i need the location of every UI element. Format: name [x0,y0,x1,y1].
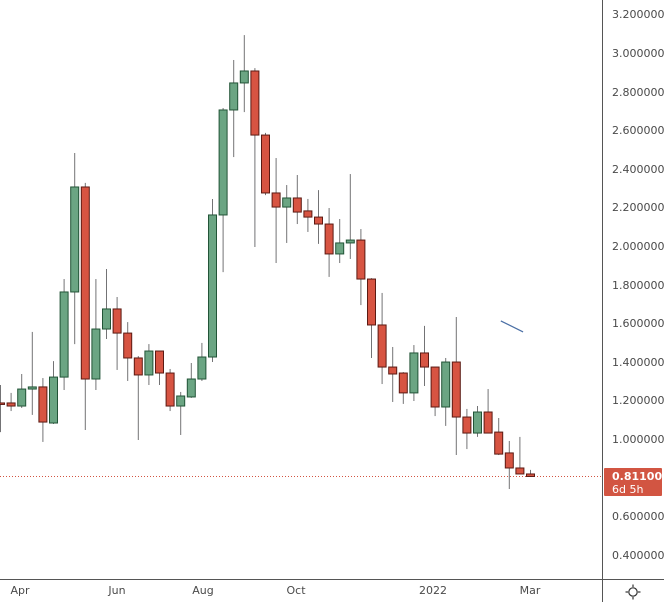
candle-up[interactable] [91,328,101,380]
candle-down[interactable] [420,352,429,368]
candle-up[interactable] [17,388,27,407]
last-price-value: 0.811000 [612,470,664,483]
time-tick-label: 2022 [419,584,447,597]
price-tick-label: 2.200000 [612,201,664,215]
price-tick-label: 1.000000 [612,433,664,446]
price-tick-label: 2.000000 [612,240,664,253]
candle-down[interactable] [504,452,514,469]
price-tick-label: 0.600000 [612,510,664,524]
candle-up[interactable] [144,350,154,376]
candle-up[interactable] [335,242,345,255]
time-tick-label: Oct [286,584,306,597]
candle-down[interactable] [324,223,334,255]
time-tick-label: Apr [10,584,30,597]
candle-down[interactable] [451,361,461,418]
candle-down[interactable] [462,416,472,434]
candle-down[interactable] [483,411,493,434]
candle-down[interactable] [292,197,302,213]
candle-down[interactable] [165,372,175,407]
candle-up[interactable] [59,291,69,378]
candle-down[interactable] [398,372,408,394]
bar-countdown: 6d 5h [612,483,644,496]
candle-up[interactable] [239,70,249,84]
candle-up[interactable] [218,109,228,216]
candle-down[interactable] [303,210,313,218]
candle-up[interactable] [186,378,196,398]
price-tick-label: 2.400000 [612,162,664,176]
candle-down[interactable] [112,308,122,334]
candle-up[interactable] [282,197,292,208]
candle-up[interactable] [441,361,451,408]
candle-down[interactable] [38,386,48,423]
candle-up[interactable] [345,239,355,244]
candle-down[interactable] [388,366,398,375]
candle-up[interactable] [208,214,217,358]
price-tick-label: 0.400000 [612,548,664,562]
candle-down[interactable] [515,467,525,475]
price-tick-label: 1.800000 [612,278,664,292]
price-tick-label: 3.200000 [612,8,664,22]
candle-down[interactable] [494,431,504,455]
candle-up[interactable] [229,82,239,111]
price-tick-label: 2.800000 [612,85,664,99]
chart-settings-button[interactable] [624,583,642,601]
candle-down[interactable] [430,366,440,408]
time-tick-label: Aug [192,584,214,597]
price-tick-label: 1.600000 [612,317,664,331]
time-tick-label: Mar [519,584,541,597]
candle-down[interactable] [356,239,366,280]
candle-up[interactable] [197,356,207,380]
trend-line-drawing[interactable] [500,320,524,333]
candle-down[interactable] [271,192,281,208]
candle-up[interactable] [49,376,58,424]
candle-up[interactable] [409,352,419,394]
price-tick-label: 1.400000 [612,355,664,369]
candle-up[interactable] [176,395,186,407]
candle-down[interactable] [314,216,323,225]
candle-up[interactable] [27,386,37,390]
candle-down[interactable] [80,186,90,380]
candle-down[interactable] [6,402,16,407]
candle-up[interactable] [102,308,111,330]
candle-down[interactable] [367,278,376,326]
price-tick-label: 1.200000 [612,394,664,408]
candle-down[interactable] [526,473,535,477]
last-price-badge: 0.811000 6d 5h [604,468,664,496]
candle-up[interactable] [473,411,482,434]
price-tick-label: 2.600000 [612,124,664,138]
candle-down[interactable] [0,402,5,405]
candle-down[interactable] [123,332,133,359]
candle-down[interactable] [155,350,164,374]
candle-down[interactable] [377,324,387,368]
candle-up[interactable] [70,186,80,293]
time-tick-label: Jun [108,584,126,597]
candle-down[interactable] [250,70,260,136]
candle-down[interactable] [133,357,143,376]
gear-icon [625,584,641,600]
price-tick-label: 3.000000 [612,47,664,60]
candle-down[interactable] [261,134,270,194]
